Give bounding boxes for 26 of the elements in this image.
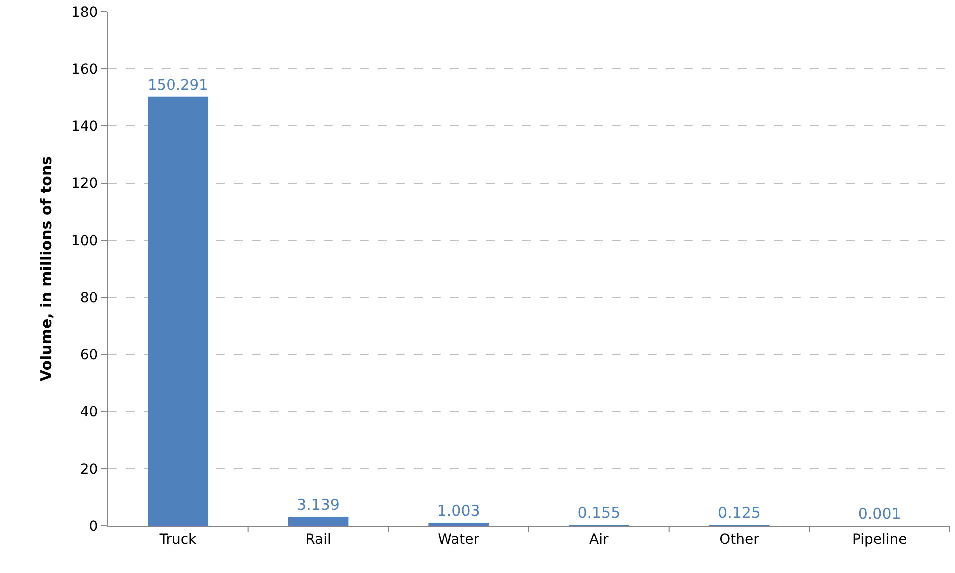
bar (428, 523, 490, 526)
y-tick-label: 120 (71, 176, 98, 192)
x-tick-label: Pipeline (852, 532, 908, 548)
data-label: 3.139 (297, 496, 340, 514)
y-tick-label: 160 (71, 62, 98, 78)
data-label: 1.003 (437, 502, 480, 520)
data-label: 0.001 (858, 505, 902, 523)
y-tick-label: 60 (80, 348, 98, 364)
y-tick-label: 20 (80, 462, 98, 478)
y-tick-label: 180 (71, 4, 98, 21)
data-label: 0.155 (578, 504, 621, 522)
y-axis-title: Volume, in millions of tons (38, 156, 56, 382)
x-tick-label: Truck (158, 532, 198, 548)
data-label: 150.291 (148, 76, 208, 94)
bar (288, 517, 349, 526)
x-tick-label: Water (438, 532, 480, 548)
y-tick-label: 80 (80, 290, 98, 306)
bar (148, 96, 208, 526)
x-tick-label: Rail (306, 532, 332, 548)
y-tick-label: 100 (71, 233, 98, 250)
y-tick-label: 140 (71, 119, 98, 136)
y-tick-label: 0 (89, 518, 98, 535)
x-tick-label: Air (590, 532, 610, 548)
y-tick-label: 40 (80, 404, 98, 421)
x-tick-label: Other (720, 532, 760, 548)
data-label: 0.125 (718, 504, 761, 522)
